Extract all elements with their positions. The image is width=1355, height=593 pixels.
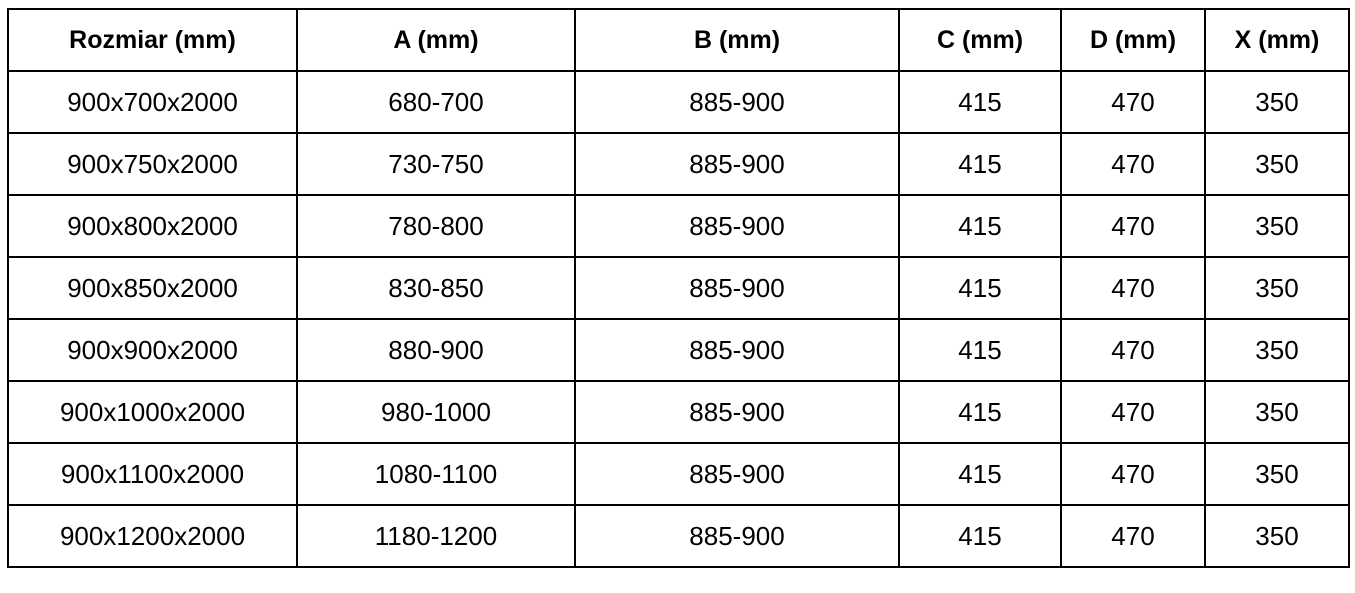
cell-a: 780-800: [296, 194, 576, 258]
cell-size: 900x750x2000: [7, 132, 298, 196]
cell-b: 885-900: [574, 504, 900, 568]
cell-x: 350: [1204, 256, 1350, 320]
cell-x: 350: [1204, 194, 1350, 258]
cell-c: 415: [898, 256, 1062, 320]
cell-size: 900x1200x2000: [7, 504, 298, 568]
cell-b: 885-900: [574, 318, 900, 382]
cell-x: 350: [1204, 70, 1350, 134]
cell-d: 470: [1060, 380, 1206, 444]
cell-size: 900x1100x2000: [7, 442, 298, 506]
cell-x: 350: [1204, 380, 1350, 444]
cell-c: 415: [898, 318, 1062, 382]
cell-b: 885-900: [574, 70, 900, 134]
cell-size: 900x700x2000: [7, 70, 298, 134]
cell-d: 470: [1060, 318, 1206, 382]
cell-d: 470: [1060, 194, 1206, 258]
table-row: 900x800x2000 780-800 885-900 415 470 350: [7, 194, 1350, 258]
cell-a: 1080-1100: [296, 442, 576, 506]
table-row: 900x850x2000 830-850 885-900 415 470 350: [7, 256, 1350, 320]
cell-b: 885-900: [574, 442, 900, 506]
cell-size: 900x900x2000: [7, 318, 298, 382]
table-body: 900x700x2000 680-700 885-900 415 470 350 900x7…: [7, 70, 1350, 568]
cell-c: 415: [898, 194, 1062, 258]
cell-d: 470: [1060, 256, 1206, 320]
cell-a: 680-700: [296, 70, 576, 134]
cell-a: 830-850: [296, 256, 576, 320]
cell-x: 350: [1204, 132, 1350, 196]
cell-size: 900x1000x2000: [7, 380, 298, 444]
table-row: 900x750x2000 730-750 885-900 415 470 350: [7, 132, 1350, 196]
cell-d: 470: [1060, 504, 1206, 568]
cell-a: 1180-1200: [296, 504, 576, 568]
cell-b: 885-900: [574, 256, 900, 320]
cell-x: 350: [1204, 504, 1350, 568]
header-b: B (mm): [574, 8, 900, 72]
cell-b: 885-900: [574, 380, 900, 444]
cell-d: 470: [1060, 70, 1206, 134]
header-a: A (mm): [296, 8, 576, 72]
header-x: X (mm): [1204, 8, 1350, 72]
cell-d: 470: [1060, 442, 1206, 506]
cell-a: 730-750: [296, 132, 576, 196]
cell-a: 980-1000: [296, 380, 576, 444]
cell-b: 885-900: [574, 194, 900, 258]
table-row: 900x700x2000 680-700 885-900 415 470 350: [7, 70, 1350, 134]
cell-c: 415: [898, 132, 1062, 196]
header-row: Rozmiar (mm) A (mm) B (mm) C (mm) D (mm)…: [7, 8, 1350, 72]
dimensions-table: Rozmiar (mm) A (mm) B (mm) C (mm) D (mm)…: [7, 8, 1350, 568]
cell-c: 415: [898, 504, 1062, 568]
header-size: Rozmiar (mm): [7, 8, 298, 72]
cell-c: 415: [898, 70, 1062, 134]
table-row: 900x1100x2000 1080-1100 885-900 415 470 350: [7, 442, 1350, 506]
cell-size: 900x800x2000: [7, 194, 298, 258]
cell-size: 900x850x2000: [7, 256, 298, 320]
cell-d: 470: [1060, 132, 1206, 196]
table-row: 900x1200x2000 1180-1200 885-900 415 470 350: [7, 504, 1350, 568]
table-row: 900x1000x2000 980-1000 885-900 415 470 350: [7, 380, 1350, 444]
cell-x: 350: [1204, 442, 1350, 506]
cell-c: 415: [898, 380, 1062, 444]
cell-b: 885-900: [574, 132, 900, 196]
header-d: D (mm): [1060, 8, 1206, 72]
cell-x: 350: [1204, 318, 1350, 382]
cell-a: 880-900: [296, 318, 576, 382]
cell-c: 415: [898, 442, 1062, 506]
header-c: C (mm): [898, 8, 1062, 72]
table-row: 900x900x2000 880-900 885-900 415 470 350: [7, 318, 1350, 382]
